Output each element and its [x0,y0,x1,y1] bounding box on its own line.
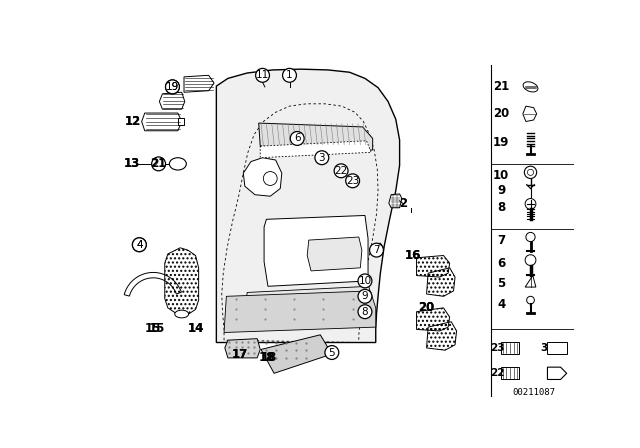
Circle shape [132,238,147,252]
Text: 4: 4 [136,240,143,250]
Text: 13: 13 [124,157,140,170]
Text: 23: 23 [346,176,359,186]
Circle shape [263,172,277,185]
Text: 3: 3 [319,153,325,163]
Text: 16: 16 [404,249,421,262]
Text: 4: 4 [136,240,143,250]
Polygon shape [159,92,185,109]
Circle shape [283,69,296,82]
Text: 7: 7 [497,233,506,246]
Polygon shape [547,342,566,354]
Text: 22: 22 [335,166,348,176]
Text: 14: 14 [188,322,204,335]
Text: 23: 23 [490,343,505,353]
Circle shape [166,80,179,94]
Polygon shape [259,123,372,150]
Text: 1: 1 [286,70,293,80]
Text: 19: 19 [493,136,509,149]
Circle shape [525,255,536,266]
Circle shape [132,238,147,252]
Text: 8: 8 [497,201,506,214]
Polygon shape [389,194,402,208]
Text: 15: 15 [149,322,165,335]
Polygon shape [224,291,376,332]
Text: 3: 3 [540,343,547,353]
Text: 21: 21 [152,159,165,169]
Text: 8: 8 [362,307,368,317]
Polygon shape [178,118,184,125]
Polygon shape [307,237,362,271]
Circle shape [527,169,534,176]
Circle shape [315,151,329,165]
Text: 10: 10 [493,169,509,182]
Text: 21: 21 [493,80,509,93]
Circle shape [346,174,360,188]
Circle shape [325,345,339,359]
Polygon shape [525,276,536,287]
Text: 18: 18 [258,351,275,364]
Polygon shape [371,243,383,255]
Text: 4: 4 [497,297,506,310]
Text: 15: 15 [145,322,161,335]
Text: 20: 20 [418,302,434,314]
Polygon shape [243,158,282,196]
Ellipse shape [175,310,189,318]
Ellipse shape [523,82,538,92]
Text: 5: 5 [328,348,335,358]
Polygon shape [225,339,260,358]
Text: 9: 9 [362,291,368,302]
Polygon shape [547,367,566,379]
Text: 11: 11 [256,70,269,80]
Circle shape [166,80,179,94]
Polygon shape [184,75,214,92]
Text: 19: 19 [166,82,179,92]
Text: 10: 10 [358,276,372,286]
Circle shape [291,132,304,146]
Text: 13: 13 [124,157,140,170]
Polygon shape [246,286,372,327]
Text: 18: 18 [260,351,277,364]
Text: 17: 17 [231,348,248,361]
Text: 20: 20 [418,302,434,314]
Circle shape [358,289,372,303]
Circle shape [369,243,383,257]
Circle shape [358,274,372,288]
Circle shape [524,166,537,178]
Circle shape [358,305,372,319]
Circle shape [527,296,534,304]
Text: 14: 14 [188,322,204,335]
Circle shape [525,198,536,209]
Text: 2: 2 [399,198,408,211]
Polygon shape [264,215,368,286]
Text: 20: 20 [493,108,509,121]
Polygon shape [216,69,399,343]
Polygon shape [501,367,519,379]
Text: 7: 7 [373,245,380,255]
Text: 12: 12 [125,115,141,128]
Polygon shape [501,342,519,354]
Circle shape [152,157,166,171]
Polygon shape [260,141,371,158]
Text: 16: 16 [404,249,421,262]
Polygon shape [523,106,537,121]
Text: 22: 22 [490,368,505,378]
Circle shape [526,233,535,241]
Text: 00211087: 00211087 [513,388,556,397]
Text: 17: 17 [231,348,248,361]
Text: 19: 19 [166,82,179,92]
Circle shape [255,69,269,82]
Text: 21: 21 [150,157,167,170]
Text: 12: 12 [125,115,141,128]
Polygon shape [261,335,332,373]
Circle shape [334,164,348,178]
Polygon shape [141,113,182,131]
Text: 6: 6 [294,134,301,143]
Text: 6: 6 [497,257,506,270]
Text: 9: 9 [497,184,506,197]
Ellipse shape [170,158,186,170]
Text: 5: 5 [497,277,506,290]
Polygon shape [124,272,181,296]
